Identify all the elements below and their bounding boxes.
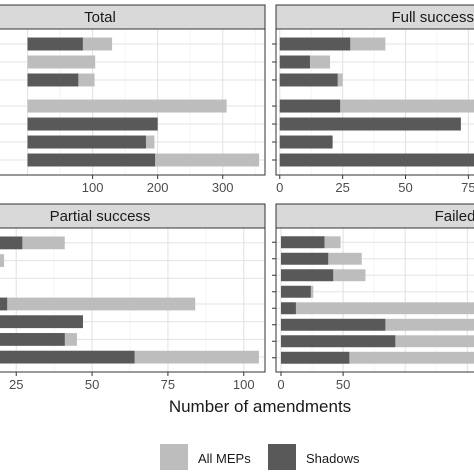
facet-panel-4: Failed 0 50 [272, 203, 474, 392]
bar-shadows [0, 333, 65, 346]
x-tick-label: 75 [461, 180, 474, 195]
bar-all-meps [280, 302, 474, 315]
panel-plot-area [0, 228, 265, 372]
facet-panel-2: Full success 0 25 50 75 [272, 4, 474, 195]
bar-shadows [279, 55, 310, 69]
facet-strip-background [0, 4, 266, 30]
bar-shadows [280, 285, 311, 298]
bar-shadows [280, 236, 325, 249]
panel-plot-area [276, 228, 474, 372]
bar-shadows [280, 302, 296, 315]
bar-shadows [0, 350, 135, 364]
bar-shadows [0, 297, 8, 311]
bar-shadows [280, 252, 329, 265]
x-tick-label: 50 [336, 377, 350, 392]
bar-all-meps [0, 297, 196, 311]
x-tick-label: 0 [277, 377, 284, 392]
panel-border [0, 227, 266, 373]
bar-shadows [279, 135, 333, 149]
panel-plot-area [0, 29, 265, 175]
x-tick-label: 75 [161, 377, 175, 392]
bar-shadows [280, 318, 386, 331]
bar-shadows [280, 351, 350, 364]
bar-all-meps [0, 254, 5, 267]
bar-shadows [279, 117, 461, 131]
x-tick-label: 25 [335, 180, 349, 195]
x-tick-label: 100 [233, 377, 255, 392]
x-tick-label: 0 [276, 180, 283, 195]
bar-shadows [27, 117, 158, 131]
bar-shadows [280, 335, 396, 348]
facet-strip-title: Failed [435, 208, 474, 225]
legend-key-all-meps [160, 444, 188, 470]
bar-all-meps [27, 99, 227, 113]
facet-strip-background [275, 203, 474, 229]
bar-all-meps [27, 55, 96, 69]
bar-shadows [279, 37, 351, 51]
panel-plot-area [276, 29, 474, 175]
bar-shadows [0, 236, 23, 250]
x-axis-title: Number of amendments [169, 397, 351, 416]
bar-shadows [27, 135, 146, 149]
facet-strip-title: Total [84, 9, 116, 26]
facet-strip-title: Full success [391, 9, 474, 26]
legend: All MEPs Shadows [160, 444, 360, 470]
x-tick-label: 100 [82, 180, 104, 195]
facet-strip-title: Partial success [50, 208, 151, 225]
panel-border [0, 28, 266, 176]
bar-shadows [27, 73, 79, 87]
facet-panel-1: Total 100 200 300 [0, 4, 266, 195]
legend-key-shadows [268, 444, 296, 470]
legend-label-shadows: Shadows [306, 451, 360, 466]
bar-shadows [279, 73, 338, 87]
panel-border [275, 227, 474, 373]
bar-shadows [0, 315, 83, 329]
x-tick-label: 200 [147, 180, 169, 195]
x-tick-label: 50 [398, 180, 412, 195]
panel-background [276, 228, 474, 372]
panel-border [275, 28, 474, 176]
bar-shadows [27, 37, 83, 51]
legend-label-all-meps: All MEPs [198, 451, 251, 466]
bar-shadows [279, 153, 474, 167]
x-tick-label: 50 [85, 377, 99, 392]
x-tick-label: 25 [9, 377, 23, 392]
bar-all-meps [280, 351, 474, 364]
bar-shadows [27, 153, 156, 167]
bar-shadows [279, 99, 341, 113]
bar-shadows [280, 269, 334, 282]
facet-panel-3: Partial success 25 50 75 100 [0, 203, 266, 392]
x-tick-label: 300 [212, 180, 234, 195]
